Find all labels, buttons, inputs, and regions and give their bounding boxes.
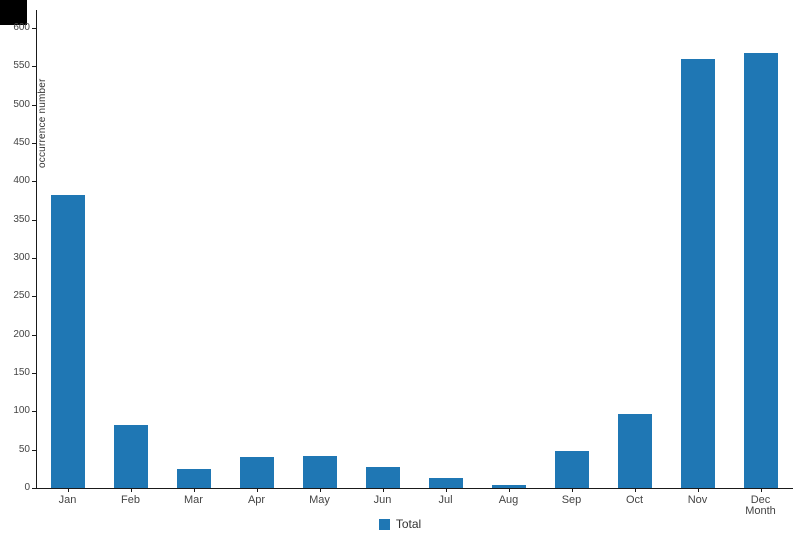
x-tick-label: Mar <box>184 494 203 506</box>
x-tick-label: Dec <box>750 494 771 506</box>
y-tick-label: 100 <box>13 405 30 417</box>
y-tick-mark <box>32 411 36 413</box>
x-tick-label: Apr <box>247 494 266 506</box>
bar[interactable] <box>302 455 337 488</box>
x-tick-mark <box>319 488 321 492</box>
x-tick-mark <box>256 488 258 492</box>
bar[interactable] <box>239 457 274 488</box>
y-tick-label: 200 <box>13 328 30 340</box>
bar[interactable] <box>617 413 652 488</box>
x-tick-label: Aug <box>498 494 519 506</box>
y-tick-label: 300 <box>13 252 30 263</box>
y-tick-label: 50 <box>18 443 30 455</box>
x-tick-label: May <box>309 494 330 506</box>
x-tick-mark <box>445 488 447 492</box>
y-tick-label: 500 <box>13 98 30 110</box>
x-tick-mark <box>634 488 636 492</box>
x-tick-mark <box>382 488 384 492</box>
x-tick-label: Jan <box>58 494 77 506</box>
y-tick-mark <box>32 258 36 259</box>
top-left-black-box <box>0 0 27 25</box>
x-tick-label: Jul <box>438 494 453 506</box>
y-tick-label: 450 <box>13 137 30 148</box>
x-tick-mark <box>508 488 510 492</box>
y-tick-mark <box>32 449 36 451</box>
y-tick-label: 400 <box>13 175 30 187</box>
y-tick-mark <box>32 219 36 221</box>
bar[interactable] <box>176 468 211 488</box>
bar[interactable] <box>554 451 589 488</box>
y-axis-line <box>36 10 37 488</box>
x-tick-mark <box>193 488 195 492</box>
bar[interactable] <box>491 484 526 488</box>
y-tick-label: 250 <box>13 290 30 302</box>
y-tick-label: 600 <box>13 22 30 33</box>
x-tick-mark <box>571 488 573 492</box>
y-tick-label: 0 <box>24 482 30 493</box>
x-tick-label: Oct <box>625 494 644 506</box>
x-tick-mark <box>760 488 762 492</box>
y-tick-mark <box>32 66 36 68</box>
bar[interactable] <box>113 425 148 488</box>
y-tick-label: 550 <box>13 60 30 72</box>
y-tick-mark <box>32 104 36 106</box>
legend[interactable]: Total <box>0 517 800 531</box>
y-tick-label: 350 <box>13 213 30 225</box>
bar[interactable] <box>680 58 715 488</box>
y-axis-title: occurrence number <box>37 78 48 168</box>
x-tick-mark <box>67 488 69 492</box>
y-tick-mark <box>32 488 36 489</box>
legend-label: Total <box>395 517 422 531</box>
y-tick-label: 150 <box>13 367 30 378</box>
y-tick-mark <box>32 28 36 29</box>
x-tick-label: Jun <box>373 494 392 506</box>
x-axis-line <box>36 488 793 489</box>
y-tick-mark <box>32 373 36 374</box>
x-tick-mark <box>697 488 699 492</box>
bar[interactable] <box>50 195 85 488</box>
x-tick-label: Nov <box>687 494 708 506</box>
x-axis-title: Month <box>745 505 776 517</box>
y-tick-mark <box>32 296 36 298</box>
y-tick-mark <box>32 181 36 183</box>
bar[interactable] <box>743 52 778 488</box>
bar[interactable] <box>365 467 400 488</box>
x-tick-label: Feb <box>121 494 140 506</box>
legend-swatch <box>378 518 390 530</box>
y-tick-mark <box>32 334 36 336</box>
y-tick-mark <box>32 143 36 144</box>
x-tick-label: Sep <box>561 494 582 506</box>
x-tick-mark <box>130 488 132 492</box>
bar[interactable] <box>428 478 463 488</box>
